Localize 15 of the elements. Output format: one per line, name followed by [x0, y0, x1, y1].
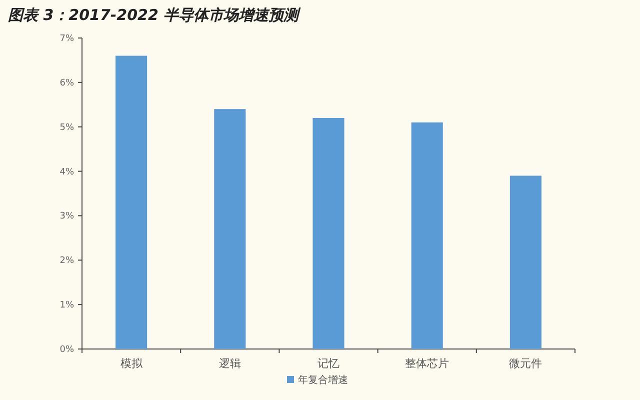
y-tick-label: 3% — [60, 212, 74, 222]
y-tick-label: 1% — [60, 300, 74, 311]
y-tick-label: 0% — [60, 345, 74, 355]
y-tick-label: 5% — [60, 122, 74, 133]
y-tick-label: 6% — [60, 78, 74, 88]
y-tick-label: 7% — [60, 34, 74, 44]
x-tick-label: 模拟 — [120, 357, 144, 370]
y-tick-label: 4% — [60, 167, 74, 178]
x-tick-label: 逻辑 — [218, 357, 241, 370]
x-tick-label: 微元件 — [509, 357, 542, 370]
legend-label: 年复合增速 — [298, 374, 348, 386]
x-tick-label: 整体芯片 — [405, 357, 450, 370]
y-tick-label: 2% — [60, 256, 74, 266]
x-tick-label: 记忆 — [318, 357, 340, 370]
chart-title: 图表 3：2017-2022 半导体市场增速预测 — [8, 6, 302, 24]
